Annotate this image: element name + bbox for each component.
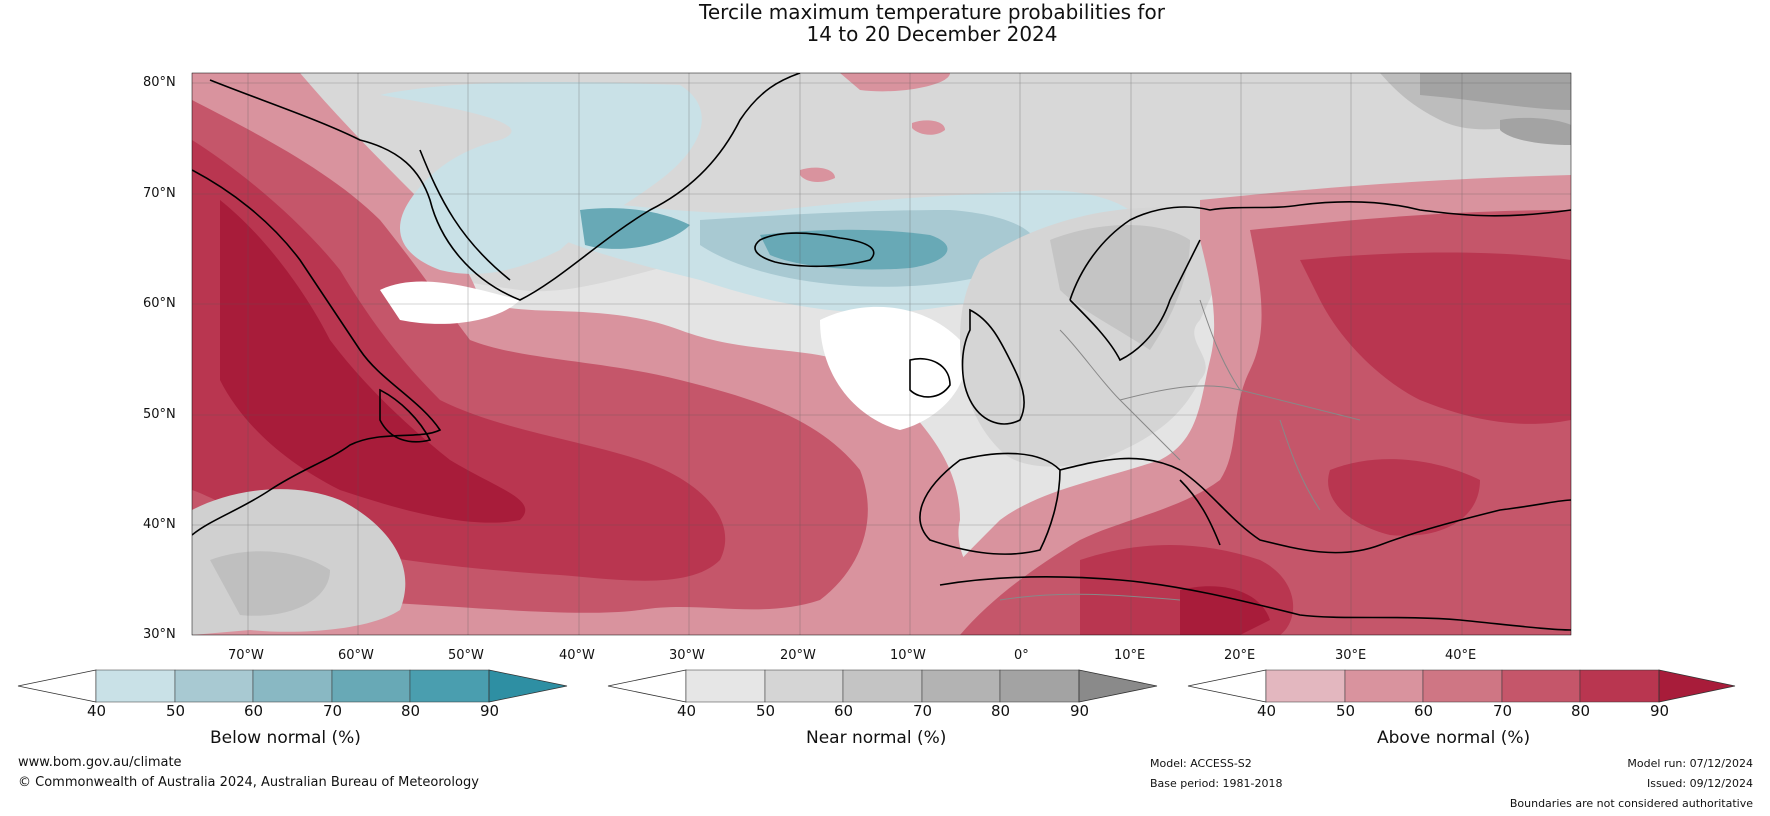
lon-label-30w: 30°W bbox=[669, 648, 705, 663]
below-tick: 40 bbox=[87, 702, 107, 720]
colorbar-below-over bbox=[488, 669, 568, 703]
colorbar-near bbox=[607, 669, 1158, 703]
lon-label-10w: 10°W bbox=[890, 648, 926, 663]
below-normal-label: Below normal (%) bbox=[210, 728, 361, 748]
model-run-text: Model run: 07/12/2024 bbox=[1627, 757, 1753, 770]
lat-label-80n: 80°N bbox=[143, 75, 176, 90]
map-area bbox=[192, 73, 1571, 635]
lon-label-40e: 40°E bbox=[1445, 648, 1477, 663]
borders bbox=[999, 299, 1361, 601]
lon-label-30e: 30°E bbox=[1335, 648, 1367, 663]
near-tick: 50 bbox=[756, 702, 776, 720]
issued-text: Issued: 09/12/2024 bbox=[1646, 777, 1753, 790]
above-tick: 40 bbox=[1257, 702, 1277, 720]
lon-label-40w: 40°W bbox=[559, 648, 595, 663]
lon-label-20w: 20°W bbox=[780, 648, 816, 663]
near-tick: 60 bbox=[834, 702, 854, 720]
lon-label-70w: 70°W bbox=[228, 648, 264, 663]
above-tick: 60 bbox=[1414, 702, 1434, 720]
above-normal-label: Above normal (%) bbox=[1377, 728, 1531, 748]
below-tick: 70 bbox=[323, 702, 343, 720]
above-tick: 90 bbox=[1650, 702, 1670, 720]
map-frame bbox=[191, 72, 1572, 636]
near-tick: 90 bbox=[1070, 702, 1090, 720]
colorbar-below bbox=[17, 669, 568, 703]
near-normal-label: Near normal (%) bbox=[806, 728, 947, 748]
below-tick: 50 bbox=[166, 702, 186, 720]
coastlines bbox=[192, 73, 1571, 631]
near-tick: 70 bbox=[913, 702, 933, 720]
lon-label-10e: 10°E bbox=[1114, 648, 1146, 663]
lat-label-70n: 70°N bbox=[143, 186, 176, 201]
colorbar-above bbox=[1187, 669, 1736, 703]
map-title-line1: Tercile maximum temperature probabilitie… bbox=[699, 0, 1165, 24]
base-period-text: Base period: 1981-2018 bbox=[1150, 777, 1283, 790]
website-link[interactable]: www.bom.gov.au/climate bbox=[18, 755, 182, 770]
map-title-line2: 14 to 20 December 2024 bbox=[806, 22, 1058, 46]
lat-label-30n: 30°N bbox=[143, 627, 176, 642]
above-tick: 50 bbox=[1336, 702, 1356, 720]
lat-label-60n: 60°N bbox=[143, 296, 176, 311]
model-text: Model: ACCESS-S2 bbox=[1150, 757, 1252, 770]
disclaimer-text: Boundaries are not considered authoritat… bbox=[1509, 797, 1753, 810]
below-tick: 80 bbox=[401, 702, 421, 720]
colorbar-below-under bbox=[17, 669, 97, 703]
lat-label-40n: 40°N bbox=[143, 517, 176, 532]
below-tick: 90 bbox=[480, 702, 500, 720]
below-tick: 60 bbox=[244, 702, 264, 720]
near-tick: 80 bbox=[991, 702, 1011, 720]
above-tick: 80 bbox=[1571, 702, 1591, 720]
lon-label-0: 0° bbox=[1014, 648, 1029, 663]
lon-label-20e: 20°E bbox=[1224, 648, 1256, 663]
lat-label-50n: 50°N bbox=[143, 407, 176, 422]
near-tick: 40 bbox=[677, 702, 697, 720]
copyright-text: © Commonwealth of Australia 2024, Austra… bbox=[18, 775, 479, 790]
lon-label-60w: 60°W bbox=[338, 648, 374, 663]
above-tick: 70 bbox=[1493, 702, 1513, 720]
lon-label-50w: 50°W bbox=[448, 648, 484, 663]
